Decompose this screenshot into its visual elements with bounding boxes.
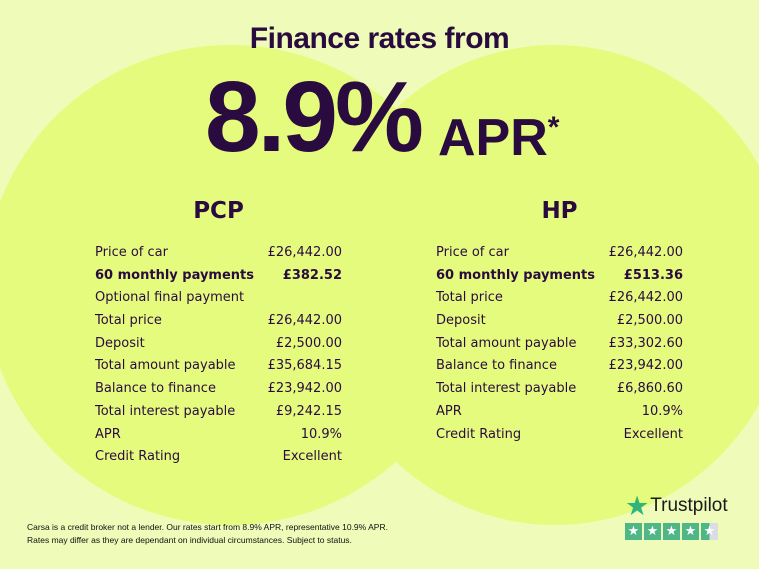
row-label: Balance to finance — [95, 381, 216, 397]
table-row: Total amount payable £33,302.60 — [436, 333, 683, 356]
table-row: APR 10.9% — [436, 401, 683, 424]
row-label: Deposit — [436, 313, 486, 329]
row-label: Price of car — [436, 245, 509, 260]
hp-table: HP Price of car £26,442.00 60 monthly paym… — [436, 198, 683, 446]
table-row: Total interest payable £9,242.15 — [95, 401, 342, 424]
row-value: £6,860.60 — [616, 381, 683, 397]
disclaimer: Carsa is a credit broker not a lender. O… — [27, 521, 388, 547]
row-label: Total price — [95, 313, 162, 329]
trustpilot-badge: ★ Trustpilot ★ ★ ★ ★ ★ — [625, 491, 728, 540]
table-row: Optional final payment — [95, 287, 342, 310]
row-label: 60 monthly payments — [95, 267, 254, 283]
table-row: Total amount payable £35,684.15 — [95, 355, 342, 378]
row-label: Balance to finance — [436, 358, 557, 374]
row-value: £35,684.15 — [267, 358, 342, 374]
row-label: 60 monthly payments — [436, 267, 595, 283]
row-label: Total amount payable — [95, 358, 236, 374]
trustpilot-name: Trustpilot — [650, 495, 728, 516]
row-value: 10.9% — [300, 426, 342, 442]
row-label: Total interest payable — [95, 403, 236, 419]
rate-suffix: APR* — [438, 98, 559, 168]
row-label: APR — [95, 426, 121, 442]
rating-star-icon: ★ — [701, 523, 718, 540]
trustpilot-logo: ★ Trustpilot — [625, 491, 728, 521]
row-value: £513.36 — [623, 267, 683, 283]
row-label: Optional final payment — [95, 290, 245, 306]
row-value: Excellent — [623, 426, 683, 442]
pcp-table: PCP Price of car £26,442.00 60 monthly pay… — [95, 198, 342, 469]
table-row: 60 monthly payments £513.36 — [436, 265, 683, 288]
disclaimer-line-1: Carsa is a credit broker not a lender. O… — [27, 522, 388, 532]
table-row: Credit Rating Excellent — [95, 446, 342, 469]
table-row: Balance to finance £23,942.00 — [436, 355, 683, 378]
row-label: Total price — [436, 290, 503, 306]
row-value: £2,500.00 — [275, 335, 342, 351]
row-label: Deposit — [95, 335, 145, 351]
row-value: Excellent — [282, 449, 342, 465]
hp-title: HP — [541, 198, 578, 224]
table-row: Price of car £26,442.00 — [436, 242, 683, 265]
row-value: £382.52 — [282, 267, 342, 283]
rating-star-icon: ★ — [644, 523, 661, 540]
row-value: £26,442.00 — [267, 313, 342, 329]
row-label: Credit Rating — [436, 426, 522, 442]
table-row: Total price £26,442.00 — [95, 310, 342, 333]
table-row: APR 10.9% — [95, 424, 342, 447]
disclaimer-line-2: Rates may differ as they are dependant o… — [27, 535, 352, 545]
headline: Finance rates from — [249, 22, 510, 55]
rating-star-icon: ★ — [625, 523, 642, 540]
rate-value: 8.9% — [205, 61, 424, 173]
table-row: Total price £26,442.00 — [436, 287, 683, 310]
row-label: Total interest payable — [436, 381, 577, 397]
table-row: Price of car £26,442.00 — [95, 242, 342, 265]
asterisk: * — [547, 111, 560, 144]
row-label: Total amount payable — [436, 335, 577, 351]
table-row: Deposit £2,500.00 — [95, 333, 342, 356]
background-circle-right — [320, 45, 759, 525]
row-value: £9,242.15 — [275, 403, 342, 419]
row-value: £26,442.00 — [267, 245, 342, 260]
apr-label: APR — [438, 109, 548, 167]
table-row: Deposit £2,500.00 — [436, 310, 683, 333]
table-row: Balance to finance £23,942.00 — [95, 378, 342, 401]
row-label: Credit Rating — [95, 449, 181, 465]
pcp-title: PCP — [193, 198, 244, 224]
rating-star-icon: ★ — [682, 523, 699, 540]
table-row: Credit Rating Excellent — [436, 424, 683, 447]
row-label: APR — [436, 403, 462, 419]
table-row: 60 monthly payments £382.52 — [95, 265, 342, 288]
table-row: Total interest payable £6,860.60 — [436, 378, 683, 401]
row-value: £23,942.00 — [608, 358, 683, 374]
star-icon: ★ — [625, 491, 650, 521]
row-value: £26,442.00 — [608, 290, 683, 306]
trustpilot-rating: ★ ★ ★ ★ ★ — [625, 523, 728, 540]
row-value: £33,302.60 — [608, 335, 683, 351]
row-label: Price of car — [95, 245, 168, 260]
row-value: £26,442.00 — [608, 245, 683, 260]
rating-star-icon: ★ — [663, 523, 680, 540]
row-value: 10.9% — [641, 403, 683, 419]
row-value: £2,500.00 — [616, 313, 683, 329]
row-value: £23,942.00 — [267, 381, 342, 397]
